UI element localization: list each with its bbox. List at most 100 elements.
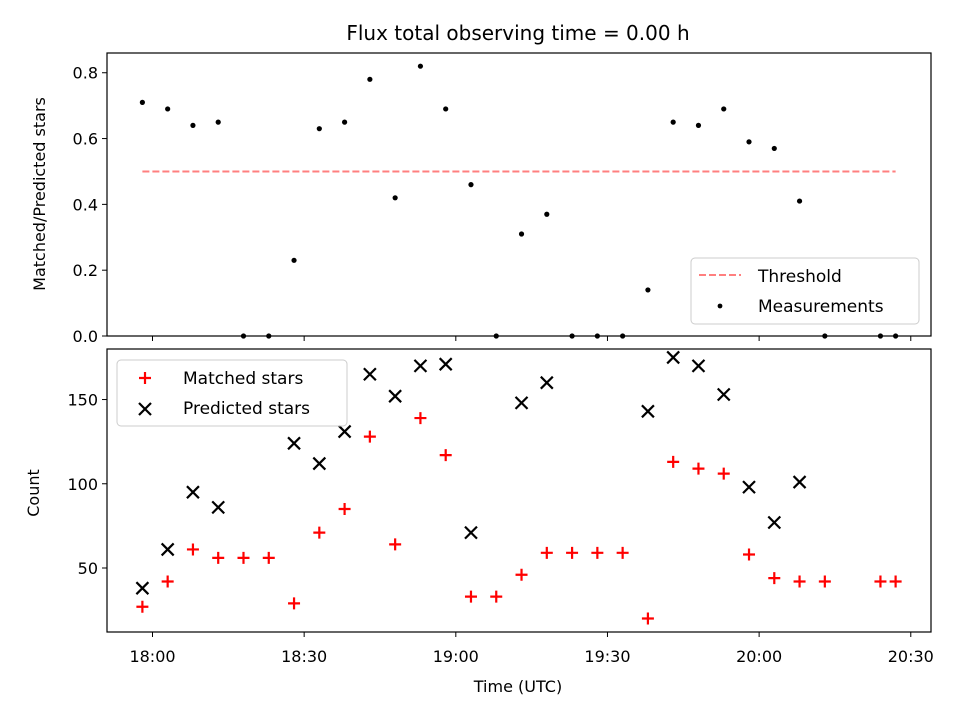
top-x-ticks [151, 336, 912, 341]
measurement-point [341, 119, 348, 125]
x-tick-label: 20:00 [736, 647, 782, 666]
matched-star-point [717, 467, 730, 480]
matched-star-point [212, 551, 225, 564]
top-y-ticks: 0.0 0.2 0.4 0.6 0.8 [73, 64, 107, 346]
matched-star-point [591, 546, 604, 559]
top-y-tick-label: 0.6 [73, 130, 98, 149]
matched-star-point [389, 538, 402, 551]
measurement-point [796, 198, 803, 204]
matched-star-point [768, 572, 781, 585]
measurement-point [670, 119, 676, 125]
predicted-star-point [792, 475, 807, 489]
predicted-star-point [514, 396, 529, 410]
matched-star-point [313, 526, 326, 539]
matched-star-point [490, 590, 503, 603]
matched-star-point [237, 551, 250, 564]
predicted-stars-series [135, 350, 807, 595]
measurement-point [443, 106, 449, 112]
x-tick-label: 19:00 [433, 647, 479, 666]
bottom-y-tick-label: 150 [67, 391, 98, 410]
predicted-star-point [438, 357, 453, 371]
matched-stars-legend-label: Matched stars [183, 369, 303, 389]
matched-star-point [161, 575, 174, 588]
predicted-star-point [767, 515, 782, 530]
matched-stars-legend-swatch [139, 372, 151, 384]
predicted-stars-legend-label: Predicted stars [183, 399, 310, 419]
measurement-point [215, 119, 221, 125]
matched-star-point [439, 449, 452, 462]
predicted-star-point [363, 367, 377, 382]
matched-star-point [515, 568, 528, 581]
top-y-tick-label: 0.0 [73, 327, 98, 346]
top-panel-ylabel: Matched/Predicted stars [30, 97, 49, 291]
predicted-star-point [742, 480, 756, 494]
bottom-panel-ylabel: Count [24, 469, 43, 517]
measurement-point [417, 63, 424, 69]
bottom-panel-xlabel: Time (UTC) [473, 677, 562, 696]
x-tick-label: 20:30 [888, 647, 934, 666]
top-y-tick-label: 0.8 [73, 64, 98, 83]
matched-star-point [414, 412, 427, 425]
predicted-star-point [337, 424, 352, 439]
measurement-point [645, 287, 651, 293]
measurement-point [139, 99, 145, 105]
matched-star-point [793, 575, 806, 588]
predicted-stars-legend-swatch [138, 402, 152, 416]
bottom-panel: Count Time (UTC) 50 100 150 18:00 18:30 19:0… [24, 348, 934, 696]
predicted-star-point [716, 387, 731, 402]
measurement-point [746, 139, 752, 145]
predicted-star-point [160, 542, 175, 557]
bottom-y-tick-label: 100 [67, 475, 98, 494]
predicted-star-point [540, 375, 554, 390]
top-legend-box [690, 257, 920, 325]
measurements-legend-label: Measurements [758, 297, 884, 317]
matched-star-point [262, 551, 275, 564]
predicted-star-point [135, 581, 150, 595]
predicted-star-point [312, 456, 327, 471]
x-tick-label: 18:00 [129, 647, 175, 666]
bottom-panel-frame [106, 348, 932, 633]
predicted-star-point [691, 359, 706, 373]
matched-star-point [566, 546, 579, 559]
measurements-legend-swatch [717, 303, 723, 309]
bottom-y-ticks: 50 100 150 [67, 391, 107, 578]
measurement-point [367, 76, 373, 82]
top-y-tick-label: 0.4 [73, 195, 98, 214]
measurement-point [695, 122, 702, 128]
measurement-point [392, 195, 398, 201]
predicted-star-point [641, 404, 655, 419]
predicted-star-point [287, 436, 301, 451]
predicted-star-point [666, 350, 680, 365]
matched-star-point [818, 575, 831, 588]
top-panel-frame [106, 52, 932, 337]
top-y-tick-label: 0.2 [73, 261, 98, 280]
measurement-point [190, 122, 196, 128]
measurement-point [771, 145, 777, 152]
matched-star-point [743, 548, 756, 561]
measurement-point [316, 126, 322, 132]
top-panel-title: Flux total observing time = 0.00 h [346, 21, 689, 45]
matched-star-point [874, 575, 887, 588]
bottom-x-ticks: 18:00 18:30 19:00 19:30 20:00 20:30 [129, 632, 934, 666]
x-tick-label: 19:30 [584, 647, 630, 666]
bottom-legend-box [116, 359, 348, 427]
bottom-y-tick-label: 50 [78, 559, 98, 578]
matched-star-point [667, 455, 680, 468]
matched-star-point [338, 503, 351, 516]
matched-star-point [186, 543, 199, 556]
matched-star-point [464, 590, 477, 603]
predicted-star-point [388, 389, 402, 403]
matched-star-point [889, 575, 902, 588]
measurement-point [165, 106, 171, 112]
matched-star-point [288, 597, 301, 610]
matched-stars-series [136, 412, 902, 625]
matched-star-point [136, 600, 149, 613]
measurement-point [468, 182, 474, 188]
top-legend: Threshold Measurements [690, 257, 920, 325]
measurement-point [721, 106, 727, 112]
measurement-point [518, 231, 525, 237]
matched-star-point [616, 546, 629, 559]
bottom-legend: Matched stars Predicted stars [116, 359, 348, 427]
predicted-star-point [211, 500, 225, 515]
